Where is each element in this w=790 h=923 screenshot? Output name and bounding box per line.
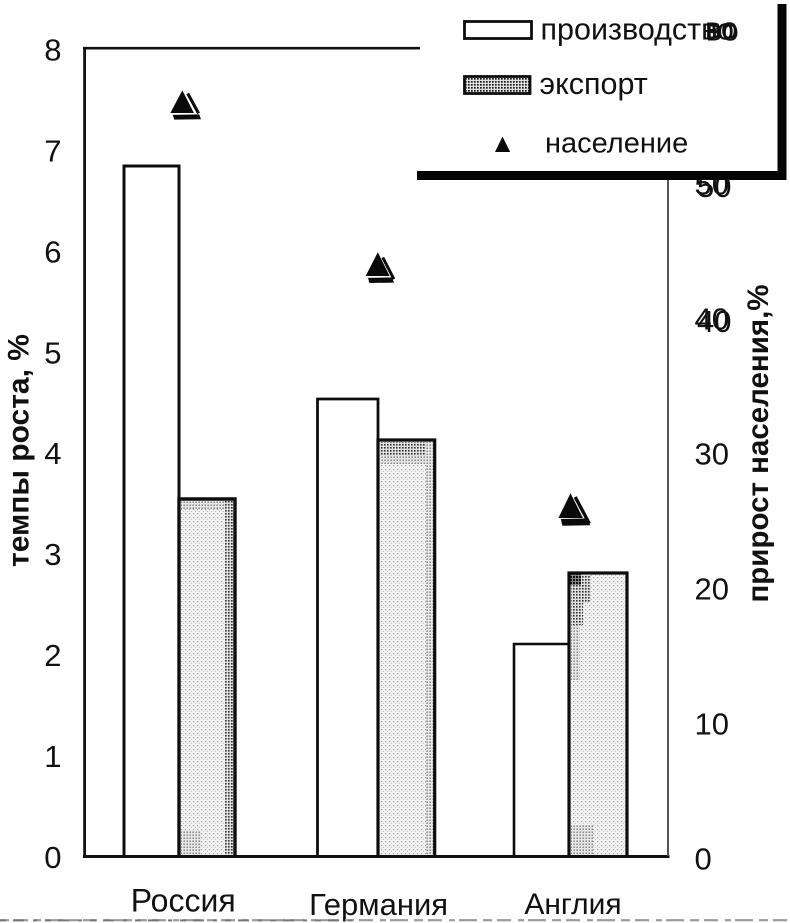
svg-text:40: 40: [695, 301, 729, 336]
svg-text:6: 6: [44, 234, 61, 269]
svg-text:20: 20: [695, 571, 729, 606]
svg-text:темпы роста, %: темпы роста, %: [3, 334, 36, 567]
svg-text:40: 40: [697, 304, 731, 339]
svg-text:8: 8: [44, 33, 61, 68]
svg-text:30: 30: [695, 436, 729, 471]
svg-text:7: 7: [44, 134, 61, 169]
svg-text:4: 4: [44, 436, 61, 471]
svg-text:Германия: Германия: [309, 887, 448, 922]
svg-text:производство: производство: [541, 13, 734, 47]
svg-text:0: 0: [695, 841, 712, 876]
svg-text:2: 2: [44, 638, 61, 673]
svg-text:во: во: [706, 14, 739, 48]
svg-text:Англия: Англия: [524, 888, 621, 921]
svg-text:0: 0: [44, 840, 61, 875]
svg-text:1: 1: [44, 739, 61, 774]
svg-text:5: 5: [44, 335, 61, 370]
svg-text:прирост населения,%: прирост населения,%: [742, 284, 775, 602]
svg-text:10: 10: [695, 706, 729, 741]
svg-text:население: население: [545, 128, 688, 160]
svg-text:Россия: Россия: [131, 883, 236, 919]
svg-text:во: во: [705, 12, 738, 46]
svg-text:экспорт: экспорт: [540, 67, 648, 101]
svg-text:3: 3: [44, 537, 61, 572]
